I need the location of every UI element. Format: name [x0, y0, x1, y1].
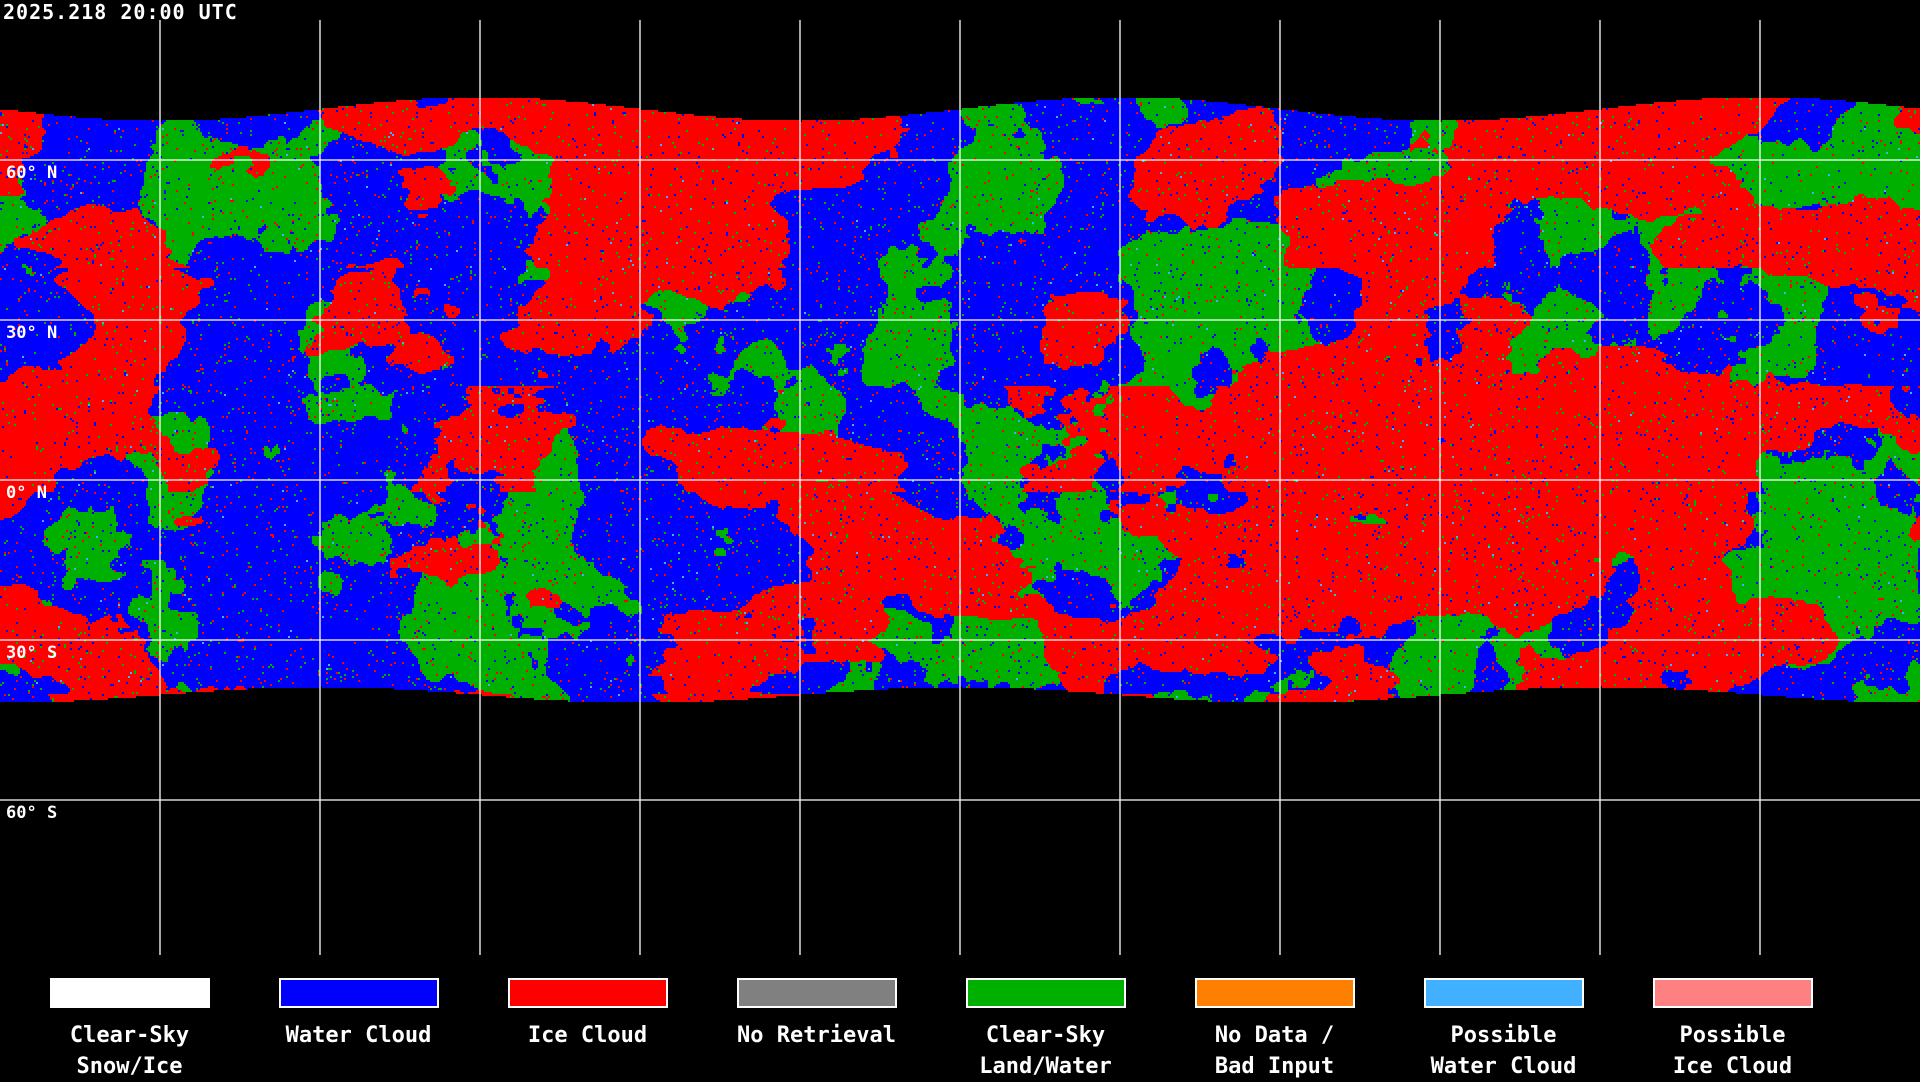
legend-label: No Retrieval — [737, 1023, 896, 1048]
lat-label-60s: 60° S — [6, 803, 58, 823]
legend-swatch — [1194, 978, 1355, 1008]
legend-item: Possible Water Cloud — [1389, 978, 1618, 1082]
legend-swatch — [507, 978, 668, 1008]
lat-label-30n: 30° N — [6, 323, 58, 343]
legend-label: Water Cloud — [285, 1023, 432, 1048]
legend-item: Ice Cloud — [473, 978, 702, 1051]
legend-label: Possible Ice Cloud — [1672, 1023, 1793, 1079]
legend-item: Water Cloud — [244, 978, 473, 1051]
legend-label: Clear-Sky Land/Water — [979, 1023, 1112, 1079]
legend-swatch — [1423, 978, 1584, 1008]
legend-swatch — [965, 978, 1126, 1008]
legend-swatch — [49, 978, 210, 1008]
legend-label: Ice Cloud — [527, 1023, 648, 1048]
timestamp: 2025.218 20:00 UTC — [3, 0, 238, 24]
legend-item: No Retrieval — [702, 978, 931, 1051]
legend-item: No Data / Bad Input — [1160, 978, 1389, 1082]
legend-label: No Data / Bad Input — [1214, 1023, 1335, 1079]
lat-label-0n: 0° N — [6, 483, 47, 503]
lat-label-30s: 30° S — [6, 643, 58, 663]
legend-swatch — [736, 978, 897, 1008]
legend-label: Possible Water Cloud — [1430, 1023, 1577, 1079]
legend-swatch — [1652, 978, 1813, 1008]
legend-item: Possible Ice Cloud — [1618, 978, 1847, 1082]
legend-swatch — [278, 978, 439, 1008]
graticule — [0, 20, 1920, 955]
legend: Clear-Sky Snow/Ice Water Cloud Ice Cloud No… — [0, 960, 1920, 1080]
legend-item: Clear-Sky Land/Water — [931, 978, 1160, 1082]
legend-item: Clear-Sky Snow/Ice — [15, 978, 244, 1082]
cloud-phase-map: 2025.218 20:00 UTC 60° N 30° N 0° N 30° … — [0, 0, 1920, 960]
lat-label-60n: 60° N — [6, 163, 58, 183]
legend-label: Clear-Sky Snow/Ice — [69, 1023, 190, 1079]
